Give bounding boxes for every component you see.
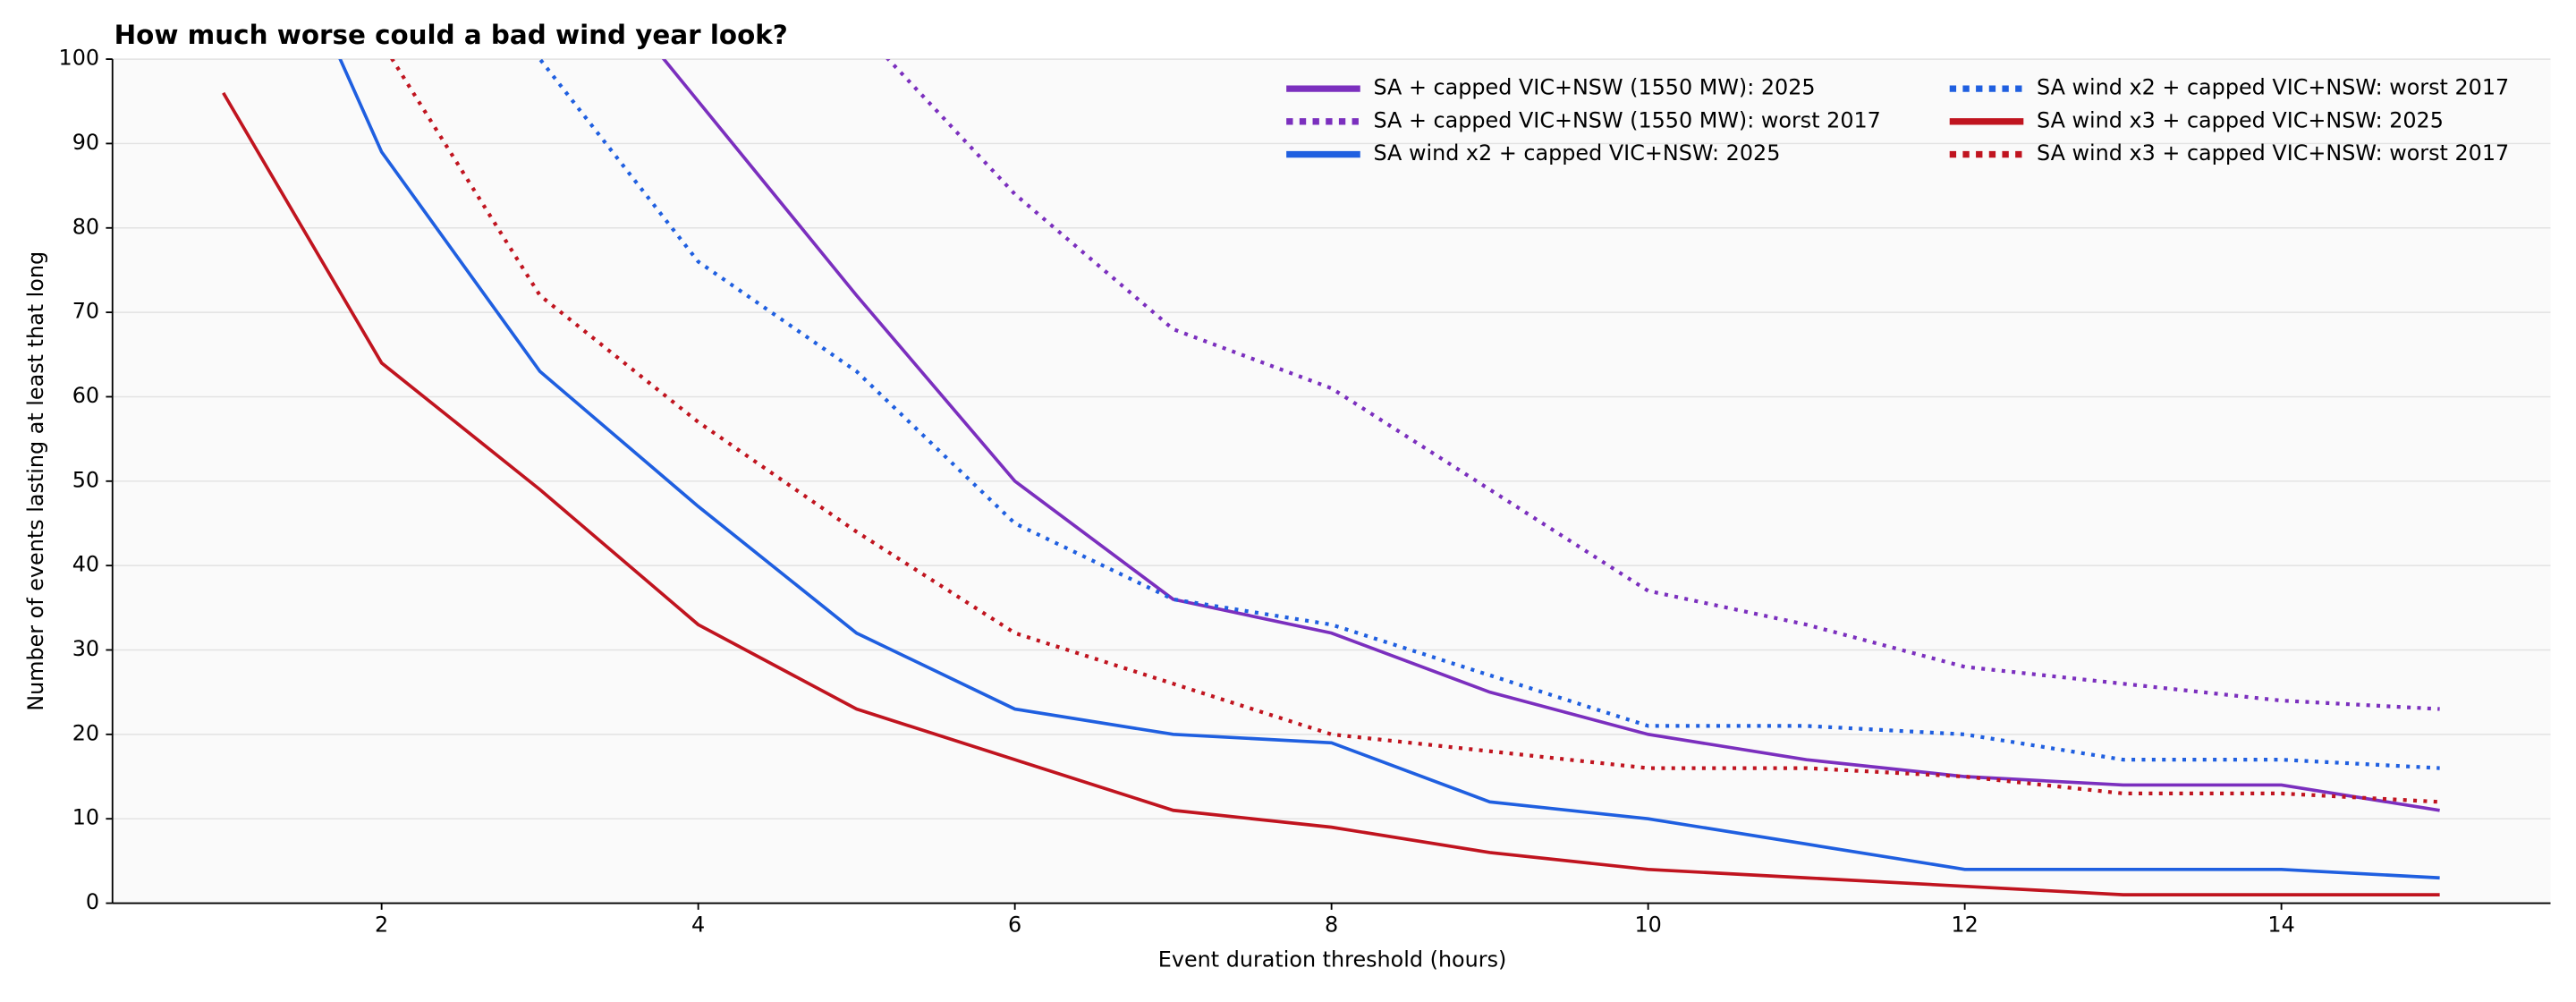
lines [222,59,2440,896]
series-line [338,59,2440,880]
y-tick-label: 20 [72,720,99,745]
series-line [538,59,2440,770]
y-tick-label: 10 [72,805,99,830]
series-line [222,91,2440,896]
x-tick-label: 4 [691,913,705,938]
x-tick-label: 10 [1634,913,1661,938]
series-line [661,59,2440,812]
x-tick-label: 12 [1951,913,1978,938]
ticks: 0 10 20 30 40 50 60 70 80 90 100 2 4 6 8 10 12 14 [59,46,2295,938]
x-axis-label: Event duration threshold (hours) [1158,947,1507,972]
series-line [389,59,2440,804]
legend-label: SA + capped VIC+NSW (1550 MW): 2025 [1373,75,1815,100]
y-tick-label: 0 [86,889,99,914]
y-tick-label: 50 [72,467,99,492]
legend-label: SA wind x3 + capped VIC+NSW: worst 2017 [2037,140,2509,166]
y-tick-label: 90 [72,130,99,155]
y-tick-label: 60 [72,383,99,408]
y-tick-label: 70 [72,299,99,324]
x-tick-label: 6 [1008,913,1021,938]
x-tick-label: 14 [2267,913,2294,938]
legend-label: SA wind x3 + capped VIC+NSW: 2025 [2037,107,2444,132]
x-tick-label: 8 [1325,913,1338,938]
chart-title: How much worse could a bad wind year loo… [114,20,788,50]
legend-label: SA wind x2 + capped VIC+NSW: 2025 [1373,140,1780,166]
legend-label: SA wind x2 + capped VIC+NSW: worst 2017 [2037,75,2509,100]
grid [112,58,2551,904]
legend-label: SA + capped VIC+NSW (1550 MW): worst 201… [1373,107,1880,132]
y-tick-label: 80 [72,214,99,239]
y-tick-label: 30 [72,636,99,661]
y-axis-label: Number of events lasting at least that l… [23,251,48,711]
x-tick-label: 2 [375,913,388,938]
y-tick-label: 100 [59,46,100,71]
y-tick-label: 40 [72,552,99,577]
legend: SA + capped VIC+NSW (1550 MW): 2025 SA + … [1286,75,2509,166]
